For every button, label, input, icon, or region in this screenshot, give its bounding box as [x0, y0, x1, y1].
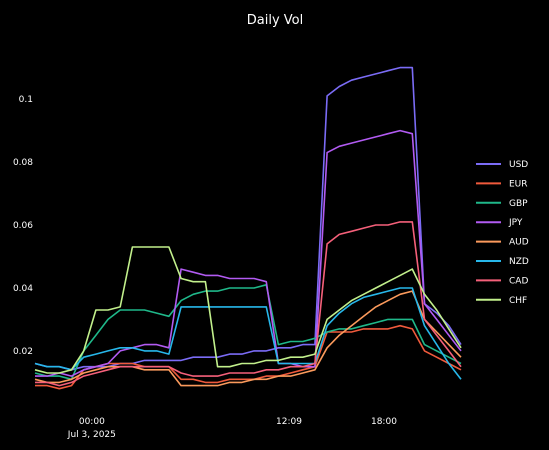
legend-item-aud[interactable]: AUD: [476, 238, 529, 248]
series-line-chf[interactable]: [34, 246, 462, 374]
legend-item-chf[interactable]: CHF: [476, 296, 527, 306]
x-tick-label: 00:00: [79, 417, 105, 427]
legend[interactable]: USD EUR GBP JPY AUD NZD CAD CHF: [476, 160, 529, 306]
legend-label: EUR: [509, 179, 528, 189]
legend-label: AUD: [509, 238, 529, 248]
series-line-cad[interactable]: [35, 221, 462, 387]
chart-title: Daily Vol: [247, 13, 303, 28]
y-tick-label: 0.02: [13, 347, 33, 357]
y-tick-label: 0.1: [19, 95, 33, 105]
legend-label: USD: [509, 160, 528, 170]
legend-label: GBP: [509, 199, 528, 209]
y-axis: 0.02 0.04 0.06 0.08 0.1: [13, 95, 33, 357]
series-line-jpy[interactable]: [35, 129, 462, 377]
y-tick-label: 0.04: [13, 284, 33, 294]
series-line-gbp[interactable]: [34, 283, 462, 381]
series-line-aud[interactable]: [34, 290, 462, 387]
series-line-eur[interactable]: [35, 324, 462, 390]
x-tick-sublabel: Jul 3, 2025: [67, 430, 116, 440]
series-line-nzd[interactable]: [34, 287, 462, 380]
y-tick-label: 0.06: [13, 221, 33, 231]
series-line-usd[interactable]: [34, 66, 462, 371]
legend-label: CAD: [509, 276, 528, 286]
y-tick-label: 0.08: [13, 158, 33, 168]
legend-item-eur[interactable]: EUR: [476, 179, 528, 189]
legend-item-jpy[interactable]: JPY: [476, 218, 523, 228]
legend-item-nzd[interactable]: NZD: [476, 257, 529, 267]
plot-area: [34, 66, 462, 390]
legend-item-gbp[interactable]: GBP: [476, 199, 528, 209]
legend-item-usd[interactable]: USD: [476, 160, 528, 170]
x-tick-label: 18:00: [371, 417, 397, 427]
legend-label: CHF: [509, 296, 527, 306]
legend-label: NZD: [509, 257, 529, 267]
x-axis: 00:00 12:09 18:00 Jul 3, 2025: [67, 417, 397, 440]
x-tick-label: 12:09: [276, 417, 302, 427]
legend-item-cad[interactable]: CAD: [476, 276, 528, 286]
legend-label: JPY: [508, 218, 523, 228]
